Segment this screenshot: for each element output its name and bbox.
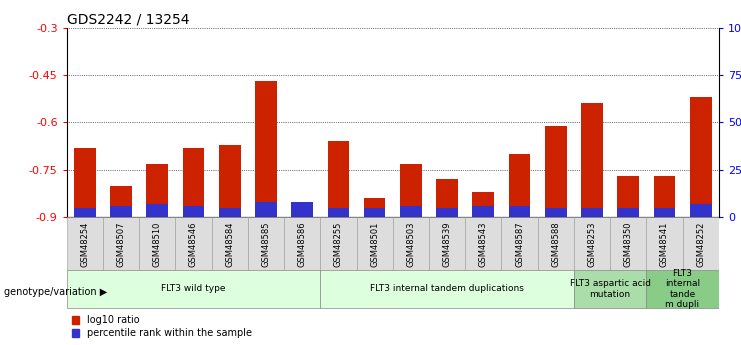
Text: FLT3
internal
tande
m dupli: FLT3 internal tande m dupli [665, 269, 700, 309]
Bar [182, 206, 205, 217]
Bar [545, 126, 567, 217]
Bar [473, 192, 494, 217]
Bar [328, 141, 349, 217]
FancyBboxPatch shape [284, 217, 320, 271]
Bar [255, 202, 277, 217]
FancyBboxPatch shape [610, 217, 646, 271]
Bar [291, 202, 313, 217]
FancyBboxPatch shape [103, 217, 139, 271]
Bar [182, 148, 205, 217]
Text: GSM48254: GSM48254 [80, 221, 90, 267]
Text: GSM48584: GSM48584 [225, 221, 234, 267]
Bar [147, 164, 168, 217]
Text: GSM48587: GSM48587 [515, 221, 524, 267]
Bar [617, 208, 639, 217]
FancyBboxPatch shape [646, 270, 719, 308]
Bar [436, 179, 458, 217]
Bar [690, 97, 711, 217]
FancyBboxPatch shape [574, 217, 610, 271]
FancyBboxPatch shape [139, 217, 176, 271]
Bar [110, 206, 132, 217]
Text: genotype/variation ▶: genotype/variation ▶ [4, 287, 107, 296]
Bar [617, 176, 639, 217]
Text: GSM48586: GSM48586 [298, 221, 307, 267]
Text: GSM48541: GSM48541 [660, 221, 669, 267]
Bar [74, 208, 96, 217]
Bar [654, 176, 675, 217]
Bar [581, 208, 603, 217]
Bar [328, 208, 349, 217]
Bar [473, 206, 494, 217]
Bar [508, 206, 531, 217]
Text: FLT3 wild type: FLT3 wild type [162, 284, 226, 294]
Bar [545, 208, 567, 217]
Text: GSM48546: GSM48546 [189, 221, 198, 267]
FancyBboxPatch shape [67, 217, 103, 271]
FancyBboxPatch shape [682, 217, 719, 271]
Bar [147, 204, 168, 217]
Text: GSM48507: GSM48507 [116, 221, 125, 267]
FancyBboxPatch shape [212, 217, 247, 271]
Text: GDS2242 / 13254: GDS2242 / 13254 [67, 12, 189, 27]
Bar [508, 154, 531, 217]
Bar [219, 145, 241, 217]
FancyBboxPatch shape [465, 217, 502, 271]
Text: GSM48510: GSM48510 [153, 221, 162, 267]
Bar [291, 208, 313, 217]
Bar [219, 208, 241, 217]
Text: GSM48255: GSM48255 [334, 221, 343, 267]
Legend: log10 ratio, percentile rank within the sample: log10 ratio, percentile rank within the … [72, 315, 252, 338]
Bar [110, 186, 132, 217]
FancyBboxPatch shape [320, 217, 356, 271]
FancyBboxPatch shape [176, 217, 212, 271]
Bar [400, 206, 422, 217]
Text: FLT3 internal tandem duplications: FLT3 internal tandem duplications [370, 284, 524, 294]
Bar [74, 148, 96, 217]
FancyBboxPatch shape [393, 217, 429, 271]
Text: GSM48350: GSM48350 [624, 221, 633, 267]
Text: GSM48539: GSM48539 [442, 221, 451, 267]
FancyBboxPatch shape [67, 270, 320, 308]
Text: GSM48585: GSM48585 [262, 221, 270, 267]
FancyBboxPatch shape [502, 217, 538, 271]
Bar [364, 198, 385, 217]
Text: GSM48503: GSM48503 [406, 221, 416, 267]
FancyBboxPatch shape [538, 217, 574, 271]
Bar [255, 81, 277, 217]
Text: GSM48253: GSM48253 [588, 221, 597, 267]
Bar [581, 104, 603, 217]
FancyBboxPatch shape [320, 270, 574, 308]
FancyBboxPatch shape [356, 217, 393, 271]
Text: GSM48588: GSM48588 [551, 221, 560, 267]
Text: GSM48501: GSM48501 [370, 221, 379, 267]
Bar [654, 208, 675, 217]
FancyBboxPatch shape [646, 217, 682, 271]
Text: GSM48543: GSM48543 [479, 221, 488, 267]
FancyBboxPatch shape [574, 270, 646, 308]
FancyBboxPatch shape [429, 217, 465, 271]
FancyBboxPatch shape [247, 217, 284, 271]
Bar [364, 208, 385, 217]
Bar [436, 208, 458, 217]
Text: GSM48252: GSM48252 [696, 221, 705, 267]
Bar [400, 164, 422, 217]
Text: FLT3 aspartic acid
mutation: FLT3 aspartic acid mutation [570, 279, 651, 299]
Bar [690, 204, 711, 217]
